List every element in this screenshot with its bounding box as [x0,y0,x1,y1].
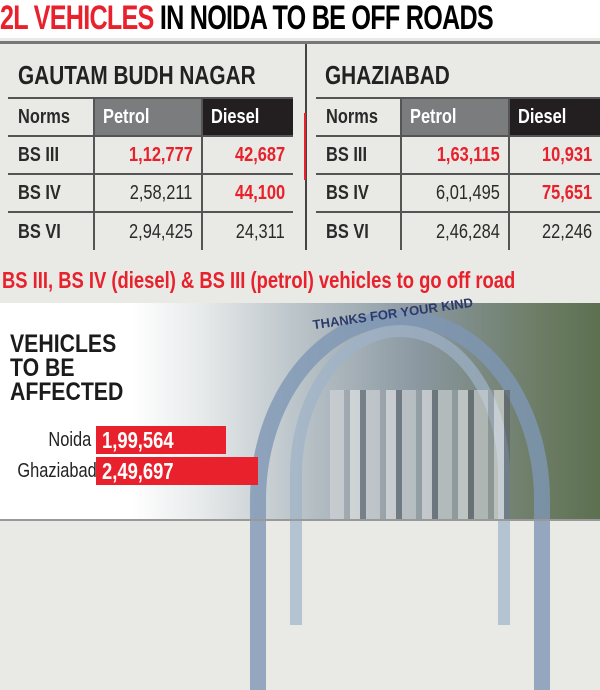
header-row: Norms Petrol Diesel [316,98,600,136]
divider [305,44,307,250]
table-row: BS VI 2,94,425 24,311 [8,212,293,250]
table-title-gbn: GAUTAM BUDH NAGAR [18,60,256,90]
divider [0,519,600,521]
table-cell: BS III [18,144,60,166]
bar-value-label: 2,49,697 [102,458,174,484]
bar-label: Ghaziabad [17,460,97,482]
table-cell: BS IV [18,182,61,204]
affected-heading: VEHICLES TO BE AFFECTED [10,330,124,406]
table-title-ghaziabad: GHAZIABAD [325,60,450,90]
table-cell: 2,58,211 [92,174,202,212]
divider [0,41,600,44]
table-cell: 1,12,777 [92,136,202,174]
table-cell: 44,100 [200,174,293,212]
bar-value-label: 1,99,564 [102,427,174,453]
headline-rest: IN NOIDA TO BE OFF ROADS [159,0,494,37]
red-accent-line [304,113,306,180]
table-cell: 2,94,425 [92,212,202,250]
table-row: BS IV 2,58,211 44,100 [8,174,293,212]
table-cell: BS VI [326,220,369,243]
table-cell: 22,246 [508,212,600,250]
bar-ghaziabad: 2,49,697 [96,457,259,485]
table-cell: 6,01,495 [400,174,510,212]
table-row: BS III 1,12,777 42,687 [8,136,293,174]
column-header: Diesel [508,98,600,136]
footnote: BS III, BS IV (diesel) & BS III (petrol)… [2,267,516,293]
table-cell: BS III [326,144,368,166]
table-row: BS IV 6,01,495 75,651 [316,174,600,212]
table-row: BS III 1,63,115 10,931 [316,136,600,174]
table-cell: BS IV [326,182,369,204]
table-cell: 42,687 [200,136,293,174]
bar-noida: 1,99,564 [96,426,226,454]
table-row: BS VI 2,46,284 22,246 [316,212,600,250]
bar-label: Noida [48,429,91,451]
column-header: Diesel [200,98,293,136]
table-cell: BS VI [18,220,61,243]
traffic-graphic [330,390,510,521]
table-gautam-budh-nagar: Norms Petrol Diesel BS III 1,12,777 42,687 BS … [8,97,293,250]
table-ghaziabad: Norms Petrol Diesel BS III 1,63,115 10,931 BS … [316,97,600,250]
table-cell: 75,651 [508,174,600,212]
column-header: Norms [326,106,378,128]
table-cell: 24,311 [200,212,293,250]
table-cell: 10,931 [508,136,600,174]
headline: 2L VEHICLES IN NOIDA TO BE OFF ROADS [0,0,600,38]
column-header: Norms [18,106,70,128]
column-header: Petrol [400,98,510,136]
column-header: Petrol [92,98,202,136]
header-row: Norms Petrol Diesel [8,98,293,136]
table-cell: 2,46,284 [400,212,510,250]
table-cell: 1,63,115 [400,136,510,174]
headline-highlight: 2L VEHICLES [0,0,154,37]
